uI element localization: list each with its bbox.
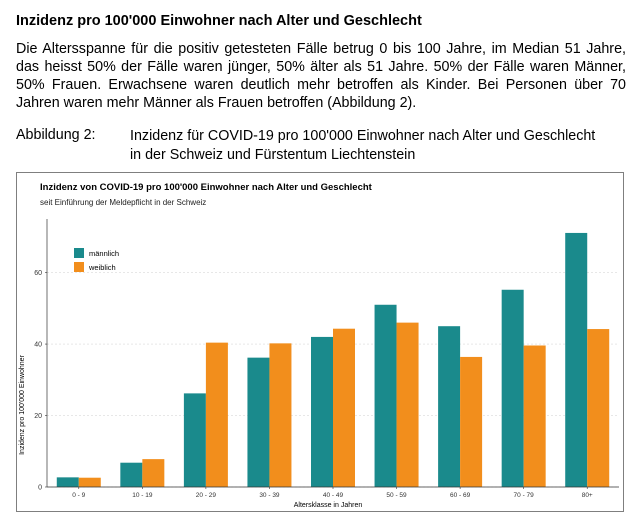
x-tick-label: 30 - 39 <box>259 492 280 499</box>
bar-weiblich <box>523 345 546 487</box>
y-tick-label: 20 <box>34 413 42 420</box>
section-heading: Inzidenz pro 100'000 Einwohner nach Alte… <box>16 13 422 29</box>
x-tick-label: 50 - 59 <box>386 492 407 499</box>
bar-weiblich <box>396 322 419 487</box>
bar-weiblich <box>78 477 101 487</box>
bar-weiblich <box>460 356 483 487</box>
bar-maennlich <box>438 326 461 487</box>
bar-weiblich <box>269 343 292 487</box>
x-tick-label: 20 - 29 <box>196 492 217 499</box>
x-tick-label: 10 - 19 <box>132 492 153 499</box>
bar-weiblich <box>205 342 228 487</box>
bar-maennlich <box>183 393 206 487</box>
x-tick-label: 40 - 49 <box>323 492 344 499</box>
x-tick-label: 80+ <box>582 492 593 499</box>
legend-swatch <box>74 262 84 272</box>
bar-weiblich <box>142 459 165 487</box>
figure-caption-label: Abbildung 2: <box>16 127 96 143</box>
chart-frame: Inzidenz von COVID-19 pro 100'000 Einwoh… <box>16 172 624 512</box>
bar-maennlich <box>247 357 270 487</box>
bar-maennlich <box>120 462 143 487</box>
incidence-bar-chart: Inzidenz von COVID-19 pro 100'000 Einwoh… <box>19 182 619 509</box>
bar-weiblich <box>333 328 355 487</box>
chart-subtitle: seit Einführung der Meldepflicht in der … <box>40 198 206 207</box>
legend-label: weiblich <box>88 263 116 272</box>
legend: männlich weiblich <box>74 248 119 272</box>
bar-maennlich <box>56 477 79 487</box>
bar-weiblich <box>587 329 610 487</box>
axes: 0 20 40 60 0 - 9 10 - 19 20 - 29 30 - 39 40 - 49… <box>34 219 619 499</box>
y-axis-label: Inzidenz pro 100'000 Einwohner <box>19 354 26 454</box>
body-paragraph: Die Altersspanne für die positiv geteste… <box>16 41 626 111</box>
x-axis-label: Altersklasse in Jahren <box>294 502 363 509</box>
x-tick-label: 0 - 9 <box>72 492 85 499</box>
y-tick-label: 60 <box>34 270 42 277</box>
bar-maennlich <box>374 304 397 487</box>
x-tick-label: 70 - 79 <box>514 492 535 499</box>
x-tick-label: 60 - 69 <box>450 492 471 499</box>
bar-maennlich <box>311 336 333 487</box>
chart-title: Inzidenz von COVID-19 pro 100'000 Einwoh… <box>40 182 373 193</box>
legend-swatch <box>74 248 84 258</box>
y-tick-label: 0 <box>38 485 42 492</box>
bar-maennlich <box>565 232 588 487</box>
bar-maennlich <box>501 289 524 487</box>
y-tick-label: 40 <box>34 342 42 349</box>
bars <box>56 232 610 487</box>
legend-label: männlich <box>89 249 119 258</box>
figure-caption-text: Inzidenz für COVID-19 pro 100'000 Einwoh… <box>130 128 596 163</box>
